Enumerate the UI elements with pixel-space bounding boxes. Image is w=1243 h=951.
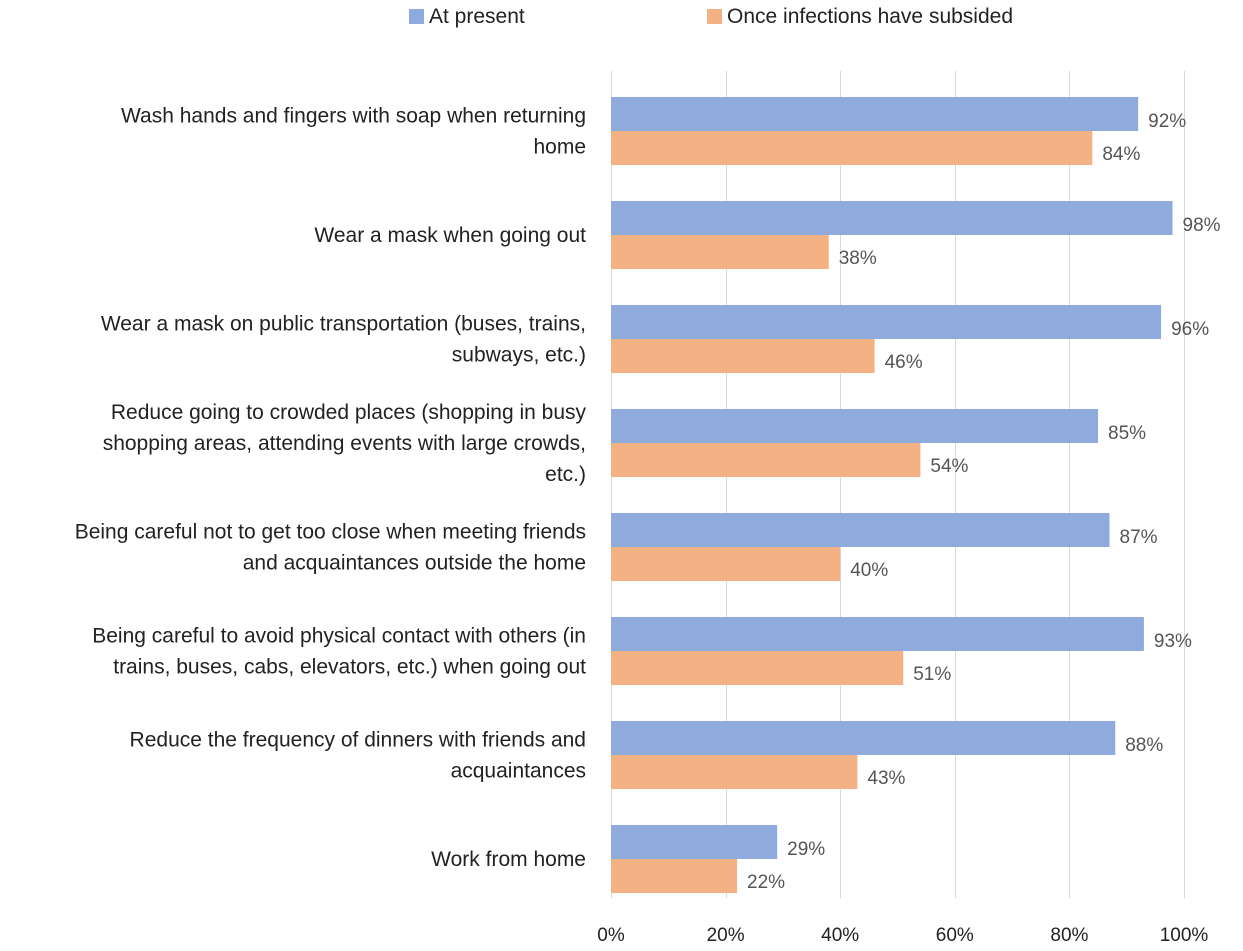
bar-at-present-3 bbox=[611, 409, 1099, 443]
data-label-at-present-2: 96% bbox=[1171, 319, 1209, 340]
bar-once-subsided-3 bbox=[611, 443, 921, 477]
category-label-2: Wear a mask on public transportation (bu… bbox=[101, 313, 586, 367]
bar-at-present-7 bbox=[611, 825, 778, 859]
category-label-line: Being careful not to get too close when … bbox=[75, 521, 586, 544]
x-tick-label-5: 100% bbox=[1160, 925, 1209, 946]
legend: At present Once infections have subsided bbox=[409, 5, 1013, 28]
data-label-once-subsided-7: 22% bbox=[747, 872, 785, 893]
bar-at-present-4 bbox=[611, 513, 1110, 547]
legend-at-present-swatch bbox=[409, 9, 424, 24]
data-label-at-present-5: 93% bbox=[1154, 631, 1192, 652]
data-label-once-subsided-4: 40% bbox=[850, 560, 888, 581]
data-label-once-subsided-1: 38% bbox=[839, 248, 877, 269]
category-label-3: Reduce going to crowded places (shopping… bbox=[103, 401, 587, 486]
legend-at-present-label: At present bbox=[429, 5, 525, 28]
category-label-4: Being careful not to get too close when … bbox=[75, 521, 586, 575]
x-tick-label-0: 0% bbox=[597, 925, 625, 946]
data-label-at-present-1: 98% bbox=[1183, 215, 1221, 236]
bar-at-present-2 bbox=[611, 305, 1162, 339]
category-label-1: Wear a mask when going out bbox=[314, 224, 586, 247]
bar-once-subsided-5 bbox=[611, 651, 904, 685]
bar-at-present-0 bbox=[611, 97, 1139, 131]
data-label-once-subsided-2: 46% bbox=[885, 352, 923, 373]
category-label-line: subways, etc.) bbox=[452, 344, 586, 367]
data-label-once-subsided-6: 43% bbox=[867, 768, 905, 789]
category-label-line: Work from home bbox=[431, 848, 586, 871]
data-label-at-present-7: 29% bbox=[787, 839, 825, 860]
bars bbox=[611, 97, 1173, 893]
bar-once-subsided-7 bbox=[611, 859, 738, 893]
bar-once-subsided-0 bbox=[611, 131, 1093, 165]
bar-at-present-5 bbox=[611, 617, 1144, 651]
category-label-line: Wear a mask when going out bbox=[314, 224, 586, 247]
category-label-7: Work from home bbox=[431, 848, 586, 871]
data-label-at-present-6: 88% bbox=[1125, 735, 1163, 756]
category-label-line: etc.) bbox=[545, 463, 586, 486]
category-label-line: acquaintances bbox=[451, 760, 586, 783]
category-label-line: Reduce the frequency of dinners with fri… bbox=[130, 729, 586, 752]
category-label-line: Wear a mask on public transportation (bu… bbox=[101, 313, 586, 336]
category-label-line: Reduce going to crowded places (shopping… bbox=[111, 401, 587, 424]
x-tick-label-4: 80% bbox=[1050, 925, 1088, 946]
bar-once-subsided-6 bbox=[611, 755, 858, 789]
data-label-at-present-3: 85% bbox=[1108, 423, 1146, 444]
category-label-line: Wash hands and fingers with soap when re… bbox=[121, 105, 586, 128]
category-label-line: Being careful to avoid physical contact … bbox=[92, 625, 586, 648]
data-label-at-present-0: 92% bbox=[1148, 111, 1186, 132]
bar-once-subsided-4 bbox=[611, 547, 841, 581]
legend-once-subsided-label: Once infections have subsided bbox=[727, 5, 1013, 28]
category-label-line: home bbox=[533, 136, 586, 159]
x-tick-label-2: 40% bbox=[821, 925, 859, 946]
category-labels: Wash hands and fingers with soap when re… bbox=[75, 105, 587, 872]
category-label-5: Being careful to avoid physical contact … bbox=[92, 625, 586, 679]
x-axis-ticks: 0% 20% 40% 60% 80% 100% bbox=[597, 925, 1208, 946]
bar-once-subsided-2 bbox=[611, 339, 875, 373]
data-labels: 92% 84% 98% 38% 96% 46% 85% 54% 87% 40% 93% 51% 88% 4… bbox=[747, 111, 1221, 893]
data-label-once-subsided-0: 84% bbox=[1102, 144, 1140, 165]
bar-at-present-1 bbox=[611, 201, 1173, 235]
category-label-line: and acquaintances outside the home bbox=[243, 552, 586, 575]
legend-once-subsided-swatch bbox=[707, 9, 722, 24]
x-tick-label-1: 20% bbox=[707, 925, 745, 946]
x-tick-label-3: 60% bbox=[936, 925, 974, 946]
bar-once-subsided-1 bbox=[611, 235, 829, 269]
category-label-6: Reduce the frequency of dinners with fri… bbox=[130, 729, 586, 783]
category-label-0: Wash hands and fingers with soap when re… bbox=[121, 105, 586, 159]
data-label-once-subsided-3: 54% bbox=[930, 456, 968, 477]
category-label-line: trains, buses, cabs, elevators, etc.) wh… bbox=[113, 656, 586, 679]
data-label-at-present-4: 87% bbox=[1120, 527, 1158, 548]
category-label-line: shopping areas, attending events with la… bbox=[103, 432, 586, 455]
data-label-once-subsided-5: 51% bbox=[913, 664, 951, 685]
bar-at-present-6 bbox=[611, 721, 1116, 755]
